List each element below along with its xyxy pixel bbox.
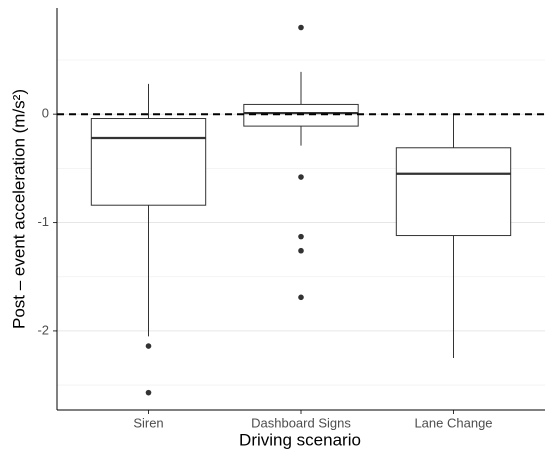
x-axis-title: Driving scenario [239, 430, 361, 449]
outlier [298, 247, 304, 254]
outlier [145, 389, 152, 396]
outlier [298, 233, 304, 240]
x-tick-label: Dashboard Signs [251, 415, 351, 430]
y-tick-label: -2 [37, 322, 49, 337]
box [90, 118, 207, 206]
y-axis-title: Post – event acceleration (m/s²) [9, 89, 28, 329]
x-tick-label: Siren [133, 415, 163, 430]
outlier [298, 24, 304, 31]
y-tick-label: 0 [42, 106, 49, 121]
x-tick-label: Lane Change [414, 415, 492, 430]
box [395, 147, 512, 237]
box [243, 103, 359, 127]
outlier [298, 294, 304, 301]
outlier [145, 343, 152, 349]
outlier [298, 174, 304, 180]
y-tick-label: -1 [37, 214, 49, 229]
